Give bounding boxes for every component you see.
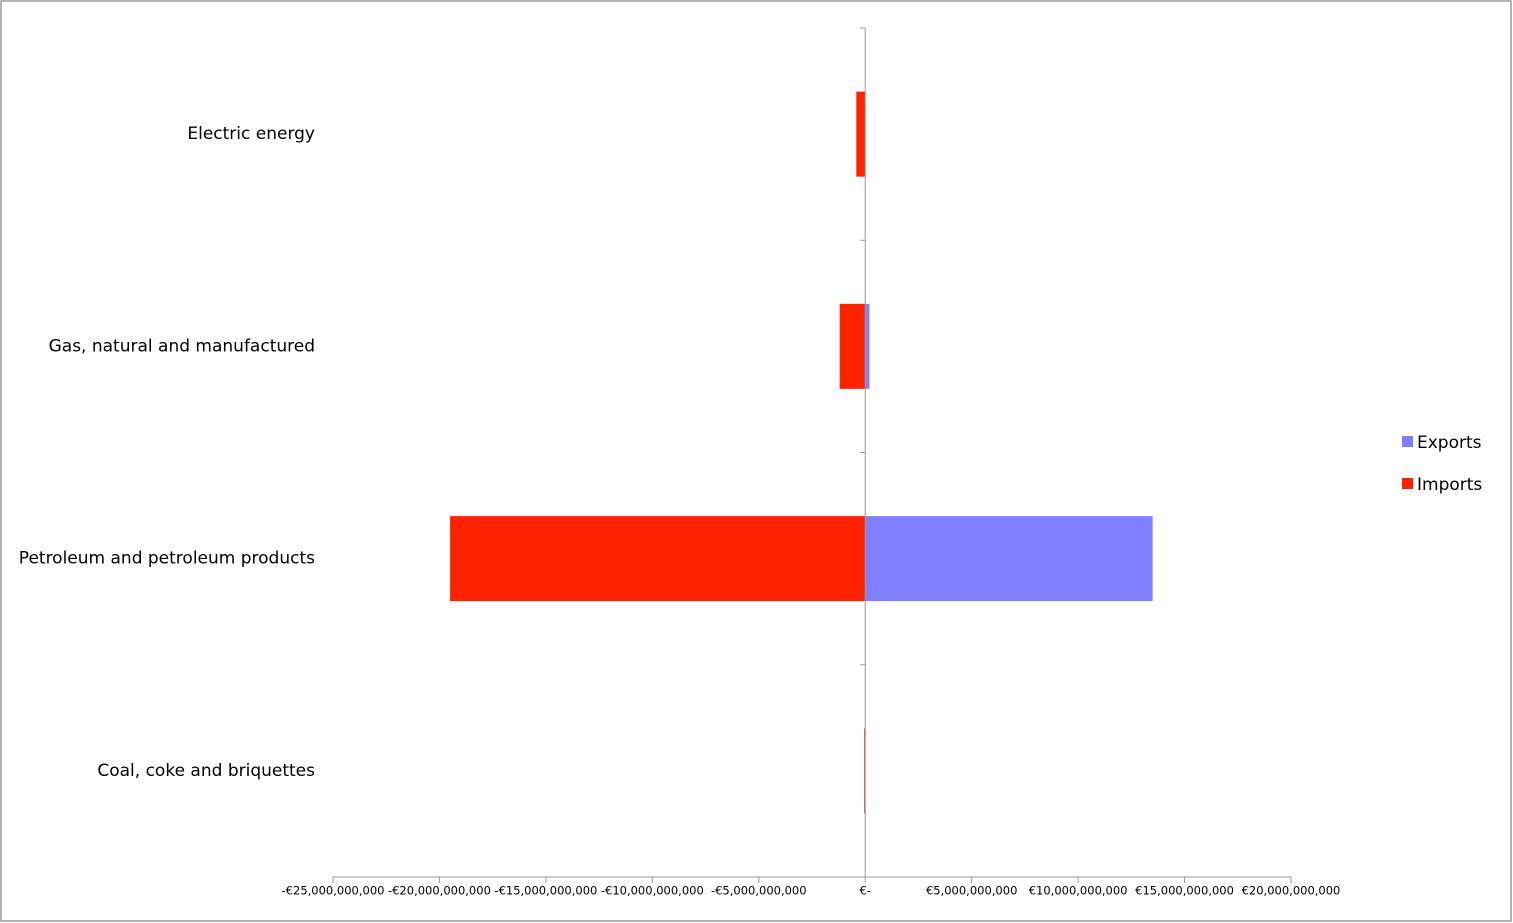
bar — [865, 303, 870, 389]
bar — [865, 516, 1153, 602]
x-tick-label: €- — [859, 884, 870, 898]
bar — [450, 516, 866, 602]
x-tick-label: €20,000,000,000 — [1242, 884, 1341, 898]
x-tick-label: €10,000,000,000 — [1029, 884, 1128, 898]
bar — [864, 728, 866, 814]
legend-label: Exports — [1417, 433, 1482, 453]
legend-swatch — [1402, 478, 1413, 489]
bar — [856, 91, 866, 177]
y-tick-label: Gas, natural and manufactured — [49, 336, 315, 356]
legend-label: Imports — [1417, 475, 1482, 495]
x-tick-label: €15,000,000,000 — [1135, 884, 1234, 898]
x-tick-label: -€15,000,000,000 — [494, 884, 597, 898]
legend-swatch — [1402, 436, 1413, 447]
x-tick-label: -€10,000,000,000 — [601, 884, 704, 898]
x-tick-label: -€5,000,000,000 — [711, 884, 807, 898]
x-tick-label: -€25,000,000,000 — [282, 884, 385, 898]
y-tick-label: Electric energy — [187, 124, 315, 144]
bar — [839, 303, 866, 389]
y-tick-label: Coal, coke and briquettes — [97, 761, 315, 781]
x-tick-label: €5,000,000,000 — [926, 884, 1017, 898]
x-tick-label: -€20,000,000,000 — [388, 884, 491, 898]
y-tick-label: Petroleum and petroleum products — [19, 549, 315, 569]
